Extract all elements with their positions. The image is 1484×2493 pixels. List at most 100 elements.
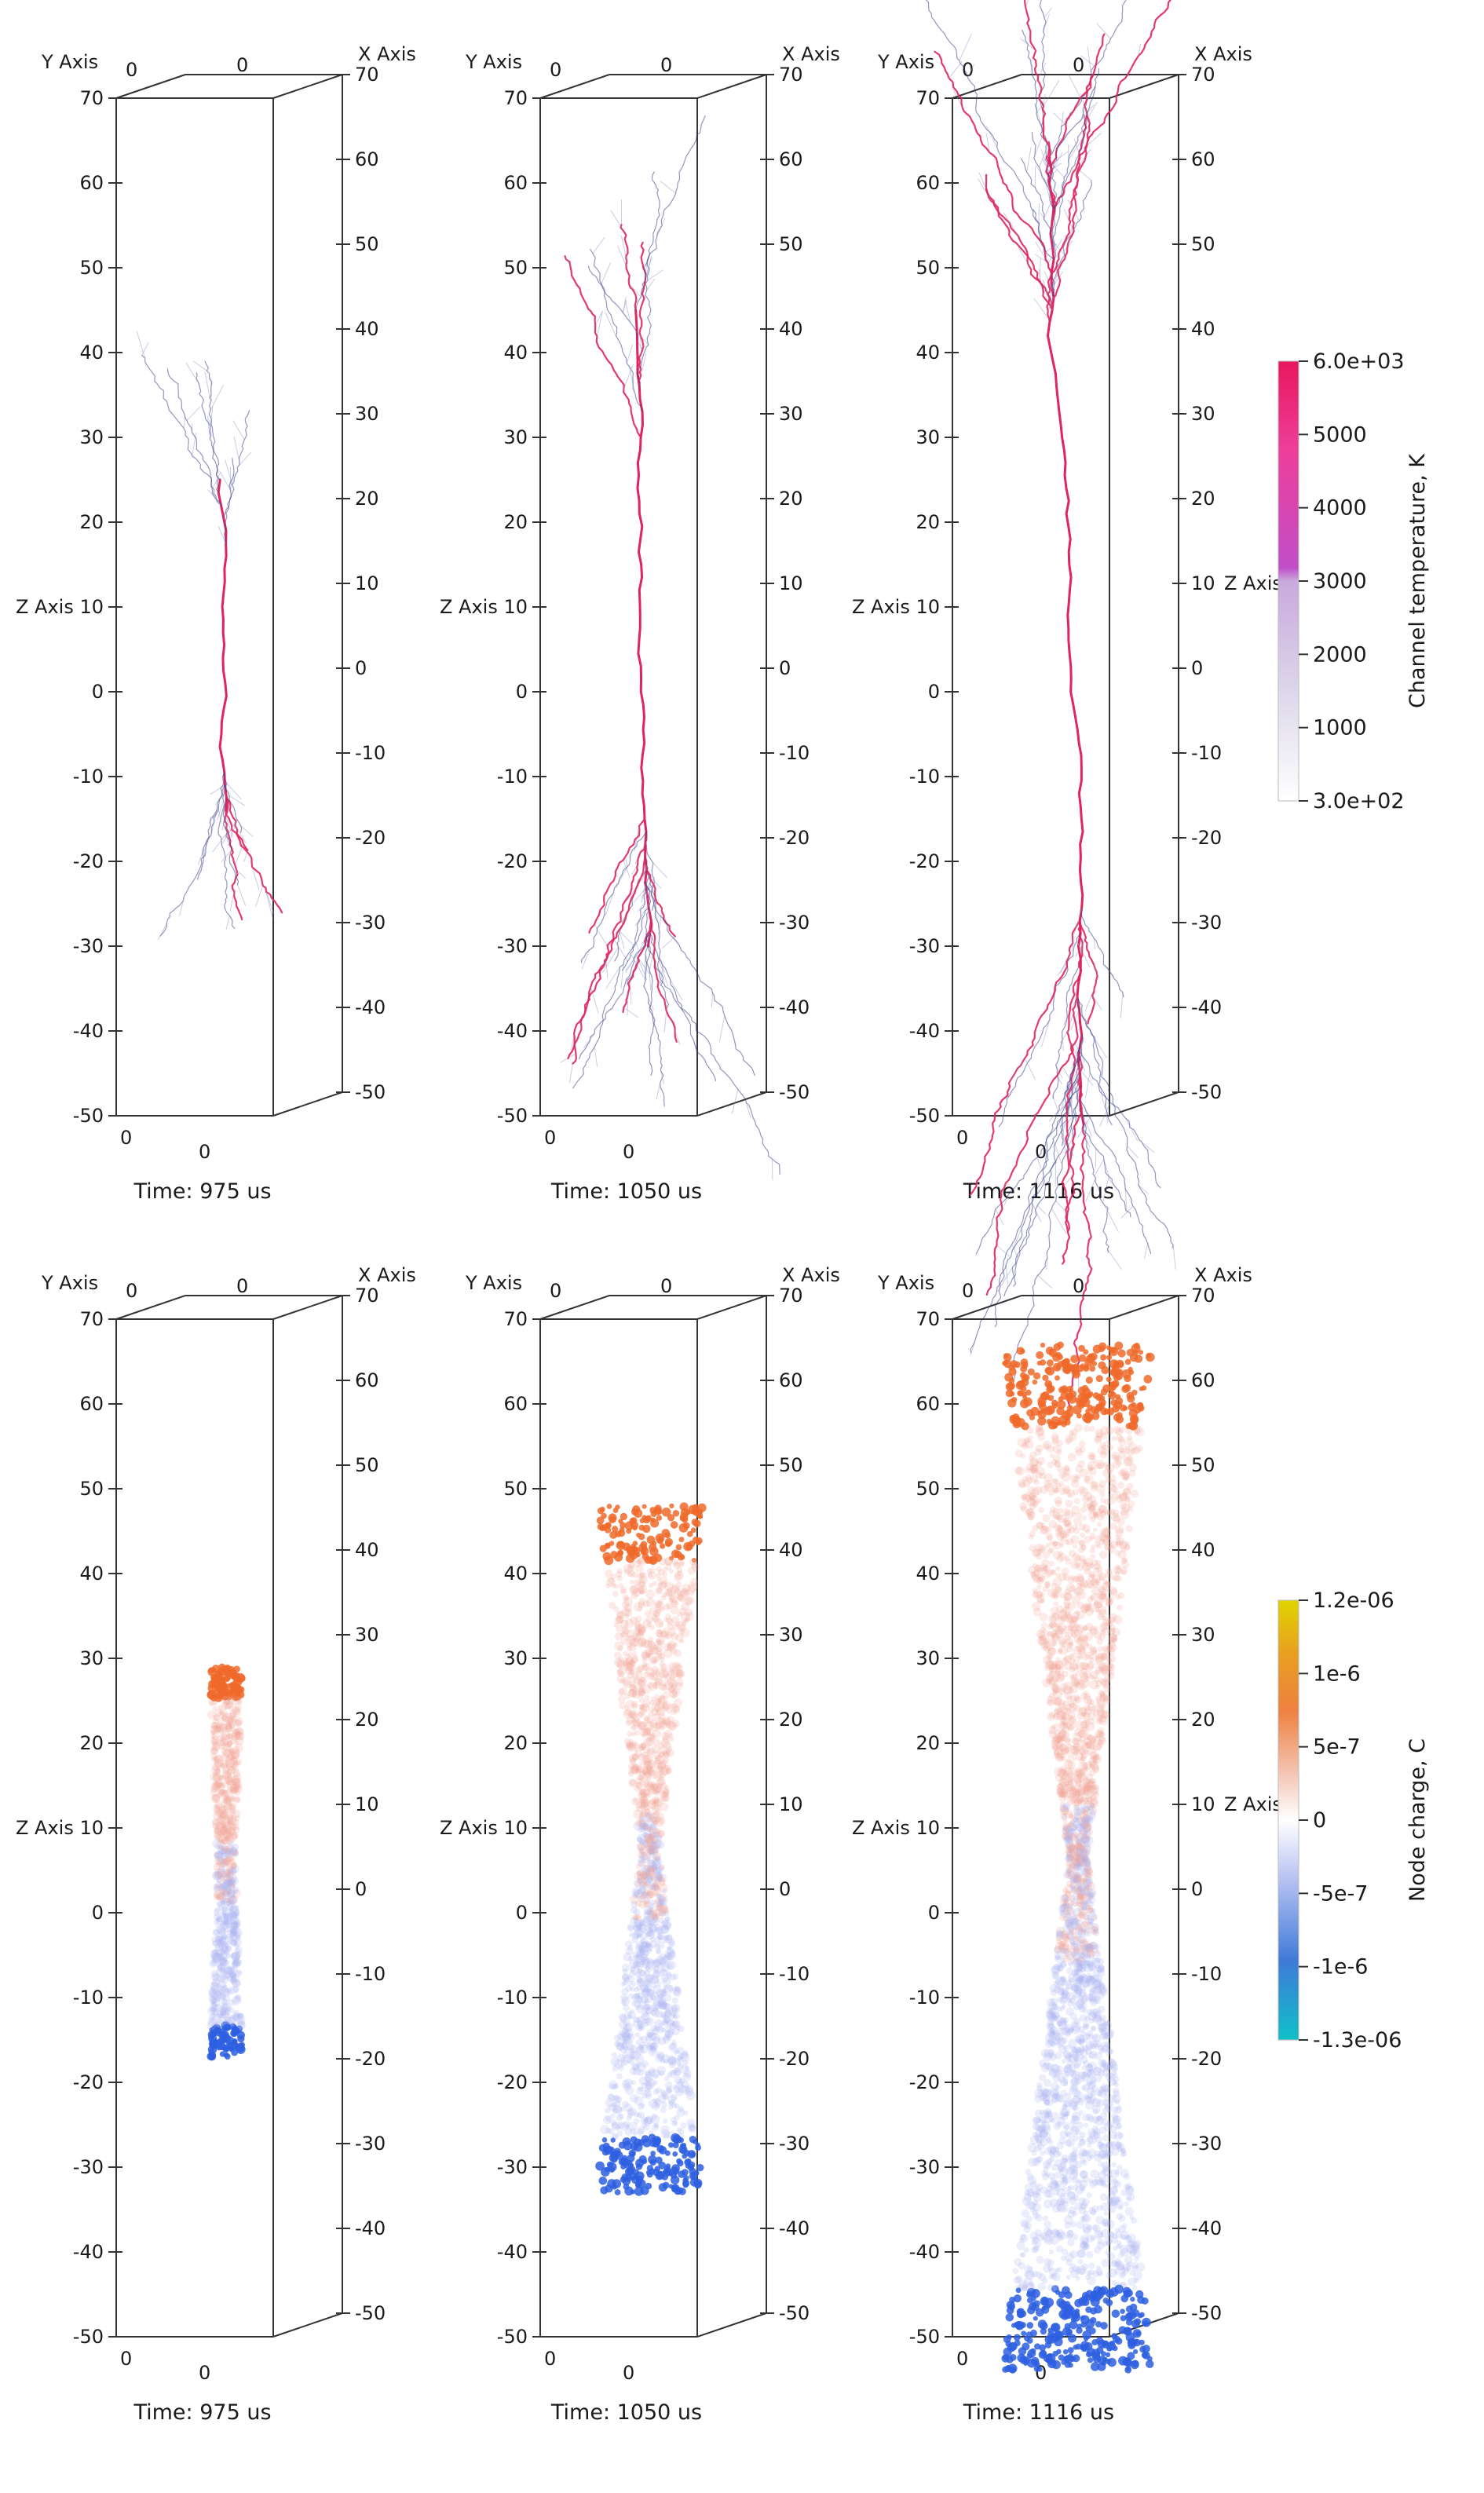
time-label: Time: 975 us [133, 2400, 271, 2425]
z-tick-right: 10 [355, 572, 379, 594]
z-tick-left: -50 [497, 2326, 528, 2348]
time-label: Time: 975 us [133, 1179, 271, 1204]
x-axis-label: X Axis [358, 43, 416, 65]
y-axis-tick-bottom: 0 [956, 1127, 968, 1149]
z-tick-left: 20 [79, 1732, 104, 1754]
z-tick-right: 60 [779, 1369, 803, 1391]
z-tick-left: 0 [928, 681, 940, 703]
z-tick-left: -50 [909, 1105, 940, 1127]
z-tick-right: -50 [1191, 1081, 1222, 1103]
z-tick-right: 0 [355, 657, 367, 679]
z-tick-right: 10 [1191, 572, 1215, 594]
z-tick-right: 40 [1191, 318, 1215, 340]
z-tick-right: -30 [355, 912, 386, 934]
z-tick-right: 50 [779, 233, 803, 255]
z-tick-right: 30 [779, 403, 803, 425]
x-axis-label: X Axis [1194, 43, 1252, 65]
z-tick-left: 30 [79, 1647, 104, 1669]
panel-charge-1: Y Axis X Axis 0 0 0 0 70 70 60 60 50 50 40 40 30 30 20 20… [16, 1264, 416, 2425]
x-axis-tick-top: 0 [660, 54, 672, 76]
z-tick-right: 50 [355, 233, 379, 255]
colorbar-tick: 1e-6 [1313, 1661, 1361, 1686]
z-tick-right: 50 [355, 1454, 379, 1476]
bounding-box [539, 74, 767, 1117]
y-axis-label: Y Axis [465, 1272, 522, 1294]
z-axis-label-right: Z Axis [1224, 1793, 1282, 1815]
z-tick-right: -10 [355, 1963, 386, 1985]
colorbar-charge: 1.2e-06 1e-6 5e-7 0 -5e-7 -1e-6 -1.3e-06 Node c… [1277, 1588, 1430, 2053]
z-tick-left: 30 [503, 1647, 528, 1669]
z-tick-left: -30 [73, 935, 104, 957]
colorbar-tick: 1.2e-06 [1313, 1588, 1394, 1613]
z-tick-left: 60 [503, 172, 528, 194]
z-tick-right: -20 [355, 2048, 386, 2070]
z-tick-left: 60 [916, 172, 940, 194]
z-tick-left: -30 [909, 935, 940, 957]
z-tick-right: -40 [1191, 2217, 1222, 2239]
z-tick-right: -20 [779, 2048, 810, 2070]
z-tick-left: 0 [516, 1902, 528, 1924]
x-axis-tick-bottom: 0 [199, 1141, 210, 1163]
z-tick-left: -10 [73, 1987, 104, 2009]
z-tick-right: 50 [1191, 1454, 1215, 1476]
z-tick-right: -30 [779, 912, 810, 934]
z-tick-left: -20 [909, 2071, 940, 2093]
time-label: Time: 1050 us [550, 1179, 702, 1204]
bounding-box [952, 74, 1179, 1117]
z-tick-right: 10 [1191, 1793, 1215, 1815]
lightning-channel [136, 331, 283, 941]
z-tick-left: -40 [497, 1020, 528, 1042]
z-tick-left: -40 [909, 2241, 940, 2263]
x-axis-tick-top: 0 [660, 1275, 672, 1297]
z-tick-left: 60 [79, 1393, 104, 1415]
x-axis-label: X Axis [782, 43, 840, 65]
z-tick-left: 30 [916, 1647, 940, 1669]
panel-temperature-1: Y Axis X Axis 0 0 0 0 70 70 60 60 50 50 40 40 30 30 20 20… [16, 43, 416, 1204]
z-tick-right: -20 [1191, 827, 1222, 849]
z-tick-right: 10 [779, 1793, 803, 1815]
z-tick-right: -50 [779, 1081, 810, 1103]
z-tick-left: -10 [909, 1987, 940, 2009]
z-tick-right: -30 [1191, 912, 1222, 934]
z-tick-left: 40 [79, 1563, 104, 1585]
z-tick-left: 40 [916, 1563, 940, 1585]
z-tick-left: 60 [916, 1393, 940, 1415]
y-axis-tick-top: 0 [962, 1280, 974, 1302]
z-tick-right: 30 [1191, 1624, 1215, 1646]
z-tick-left: 20 [916, 1732, 940, 1754]
z-tick-left: -50 [73, 1105, 104, 1127]
time-label: Time: 1050 us [550, 2400, 702, 2425]
colorbar-tick: 4000 [1313, 496, 1367, 521]
z-tick-left: 60 [79, 172, 104, 194]
charge-cloud [1001, 1341, 1155, 2374]
y-axis-tick-top: 0 [126, 1280, 137, 1302]
z-tick-right: 20 [1191, 488, 1215, 510]
z-tick-right: 20 [355, 488, 379, 510]
z-tick-right: 70 [1191, 64, 1215, 86]
z-tick-left: 50 [916, 1478, 940, 1500]
z-tick-left: -20 [497, 850, 528, 872]
z-tick-right: 0 [779, 1878, 791, 1900]
z-tick-left: -50 [497, 1105, 528, 1127]
z-tick-right: -20 [1191, 2048, 1222, 2070]
z-tick-left: 50 [916, 257, 940, 279]
z-tick-left: -40 [73, 1020, 104, 1042]
colorbar-tick: 3000 [1313, 569, 1367, 594]
z-tick-left: 0 [92, 1902, 104, 1924]
z-tick-right: 60 [355, 1369, 379, 1391]
z-tick-left: 20 [503, 1732, 528, 1754]
x-axis-label: X Axis [1194, 1264, 1252, 1286]
panel-temperature-2: Y Axis X Axis 0 0 0 0 70 70 60 60 50 50 40 40 30 30 20 20… [440, 43, 840, 1204]
z-tick-left: -10 [909, 766, 940, 788]
z-tick-left: -20 [909, 850, 940, 872]
z-tick-left: 40 [916, 342, 940, 364]
z-tick-left: -30 [497, 935, 528, 957]
z-tick-right: -40 [779, 996, 810, 1018]
panel-charge-3: Y Axis X Axis 0 0 0 0 70 70 60 60 50 50 40 40 30 30 20 20… [852, 1264, 1282, 2425]
panel-charge-2: Y Axis X Axis 0 0 0 0 70 70 60 60 50 50 40 40 30 30 20 20… [440, 1264, 840, 2425]
x-axis-tick-top: 0 [236, 54, 248, 76]
y-axis-tick-bottom: 0 [544, 2348, 556, 2370]
z-tick-right: 0 [1191, 1878, 1203, 1900]
z-tick-right: 40 [1191, 1539, 1215, 1561]
